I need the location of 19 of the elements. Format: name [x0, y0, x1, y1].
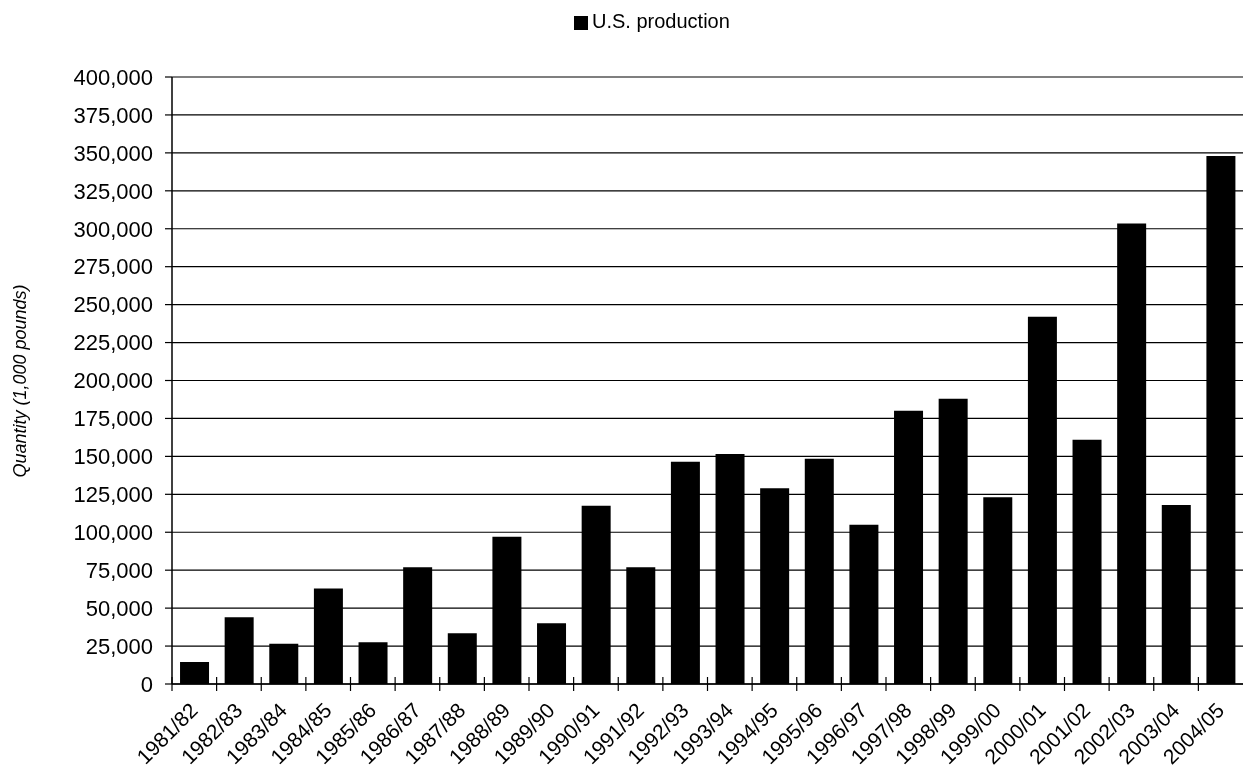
y-tick-label: 350,000: [73, 140, 153, 166]
y-tick-label: 375,000: [73, 102, 153, 128]
y-tick-label: 175,000: [73, 406, 153, 432]
y-tick-label: 75,000: [85, 558, 153, 583]
y-tick-label: 50,000: [85, 595, 153, 621]
y-tick-label: 275,000: [73, 254, 153, 280]
y-tick-label: 325,000: [73, 178, 153, 204]
y-tick-label: 150,000: [73, 444, 153, 470]
y-tick-label: 400,000: [73, 64, 153, 90]
y-tick-label: 25,000: [85, 633, 153, 659]
legend-label: U.S. production: [592, 10, 730, 32]
y-tick-label: 250,000: [73, 292, 153, 318]
y-tick-label: 100,000: [73, 520, 153, 546]
y-tick-label: 225,000: [73, 330, 153, 356]
y-tick-label: 300,000: [73, 216, 153, 242]
y-tick-label: 200,000: [73, 368, 153, 394]
y-axis-title: Quantity (1,000 pounds): [9, 284, 30, 478]
y-tick-label: 125,000: [73, 482, 153, 508]
y-tick-label: 0: [140, 671, 153, 697]
